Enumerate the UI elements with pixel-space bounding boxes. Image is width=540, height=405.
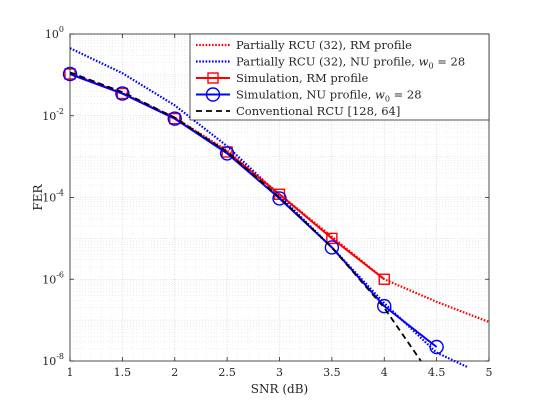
y-tick-label: 10-2 [42, 107, 64, 123]
data-point [219, 146, 235, 161]
y-axis-label: FER [31, 183, 45, 210]
data-point [272, 191, 287, 206]
x-tick-label: 1.5 [114, 366, 132, 379]
legend-box [189, 33, 490, 121]
x-tick-label: 3 [276, 366, 283, 379]
x-tick-label: 1 [67, 366, 74, 379]
axis-ticks: 1 1.5 2 2.5 3 3.5 4 4.5 5 100 10-2 10-4 10-6 10-8 [42, 25, 492, 379]
x-tick-label: 4.5 [428, 366, 446, 379]
data-point [167, 111, 182, 126]
data-point [429, 339, 444, 355]
data-point [115, 86, 130, 101]
x-tick-label: 2 [171, 366, 178, 379]
data-point [169, 112, 181, 125]
legend-marker [207, 72, 219, 84]
x-tick-label: 2.5 [218, 366, 236, 379]
legend-label: Simulation, RM profile [236, 71, 369, 85]
series-5 [69, 71, 422, 362]
series-lines [62, 47, 490, 369]
y-tick-label: 10-6 [42, 270, 64, 286]
x-tick-label: 4 [381, 366, 388, 379]
data-point [326, 232, 338, 245]
data-point [378, 273, 390, 285]
legend-label: Conventional RCU [128, 64] [236, 104, 400, 118]
data-point [377, 298, 392, 314]
legend-label: Partially RCU (32), RM profile [236, 38, 412, 52]
x-tick-label: 3.5 [323, 366, 341, 379]
data-point [324, 240, 340, 255]
y-tick-label: 10-8 [42, 352, 64, 368]
legend-marker [205, 87, 221, 102]
legend-label: Partially RCU (32), NU profile, w0 = 28 [236, 55, 465, 71]
x-tick-label: 5 [486, 366, 493, 379]
y-tick-label: 100 [45, 25, 64, 41]
series-line [69, 71, 422, 362]
y-tick-label: 10-4 [42, 189, 64, 205]
x-axis-label: SNR (dB) [251, 382, 308, 396]
legend-label: Simulation, NU profile, w0 = 28 [236, 88, 422, 104]
legend: Partially RCU (32), RM profile Partially … [189, 33, 490, 121]
